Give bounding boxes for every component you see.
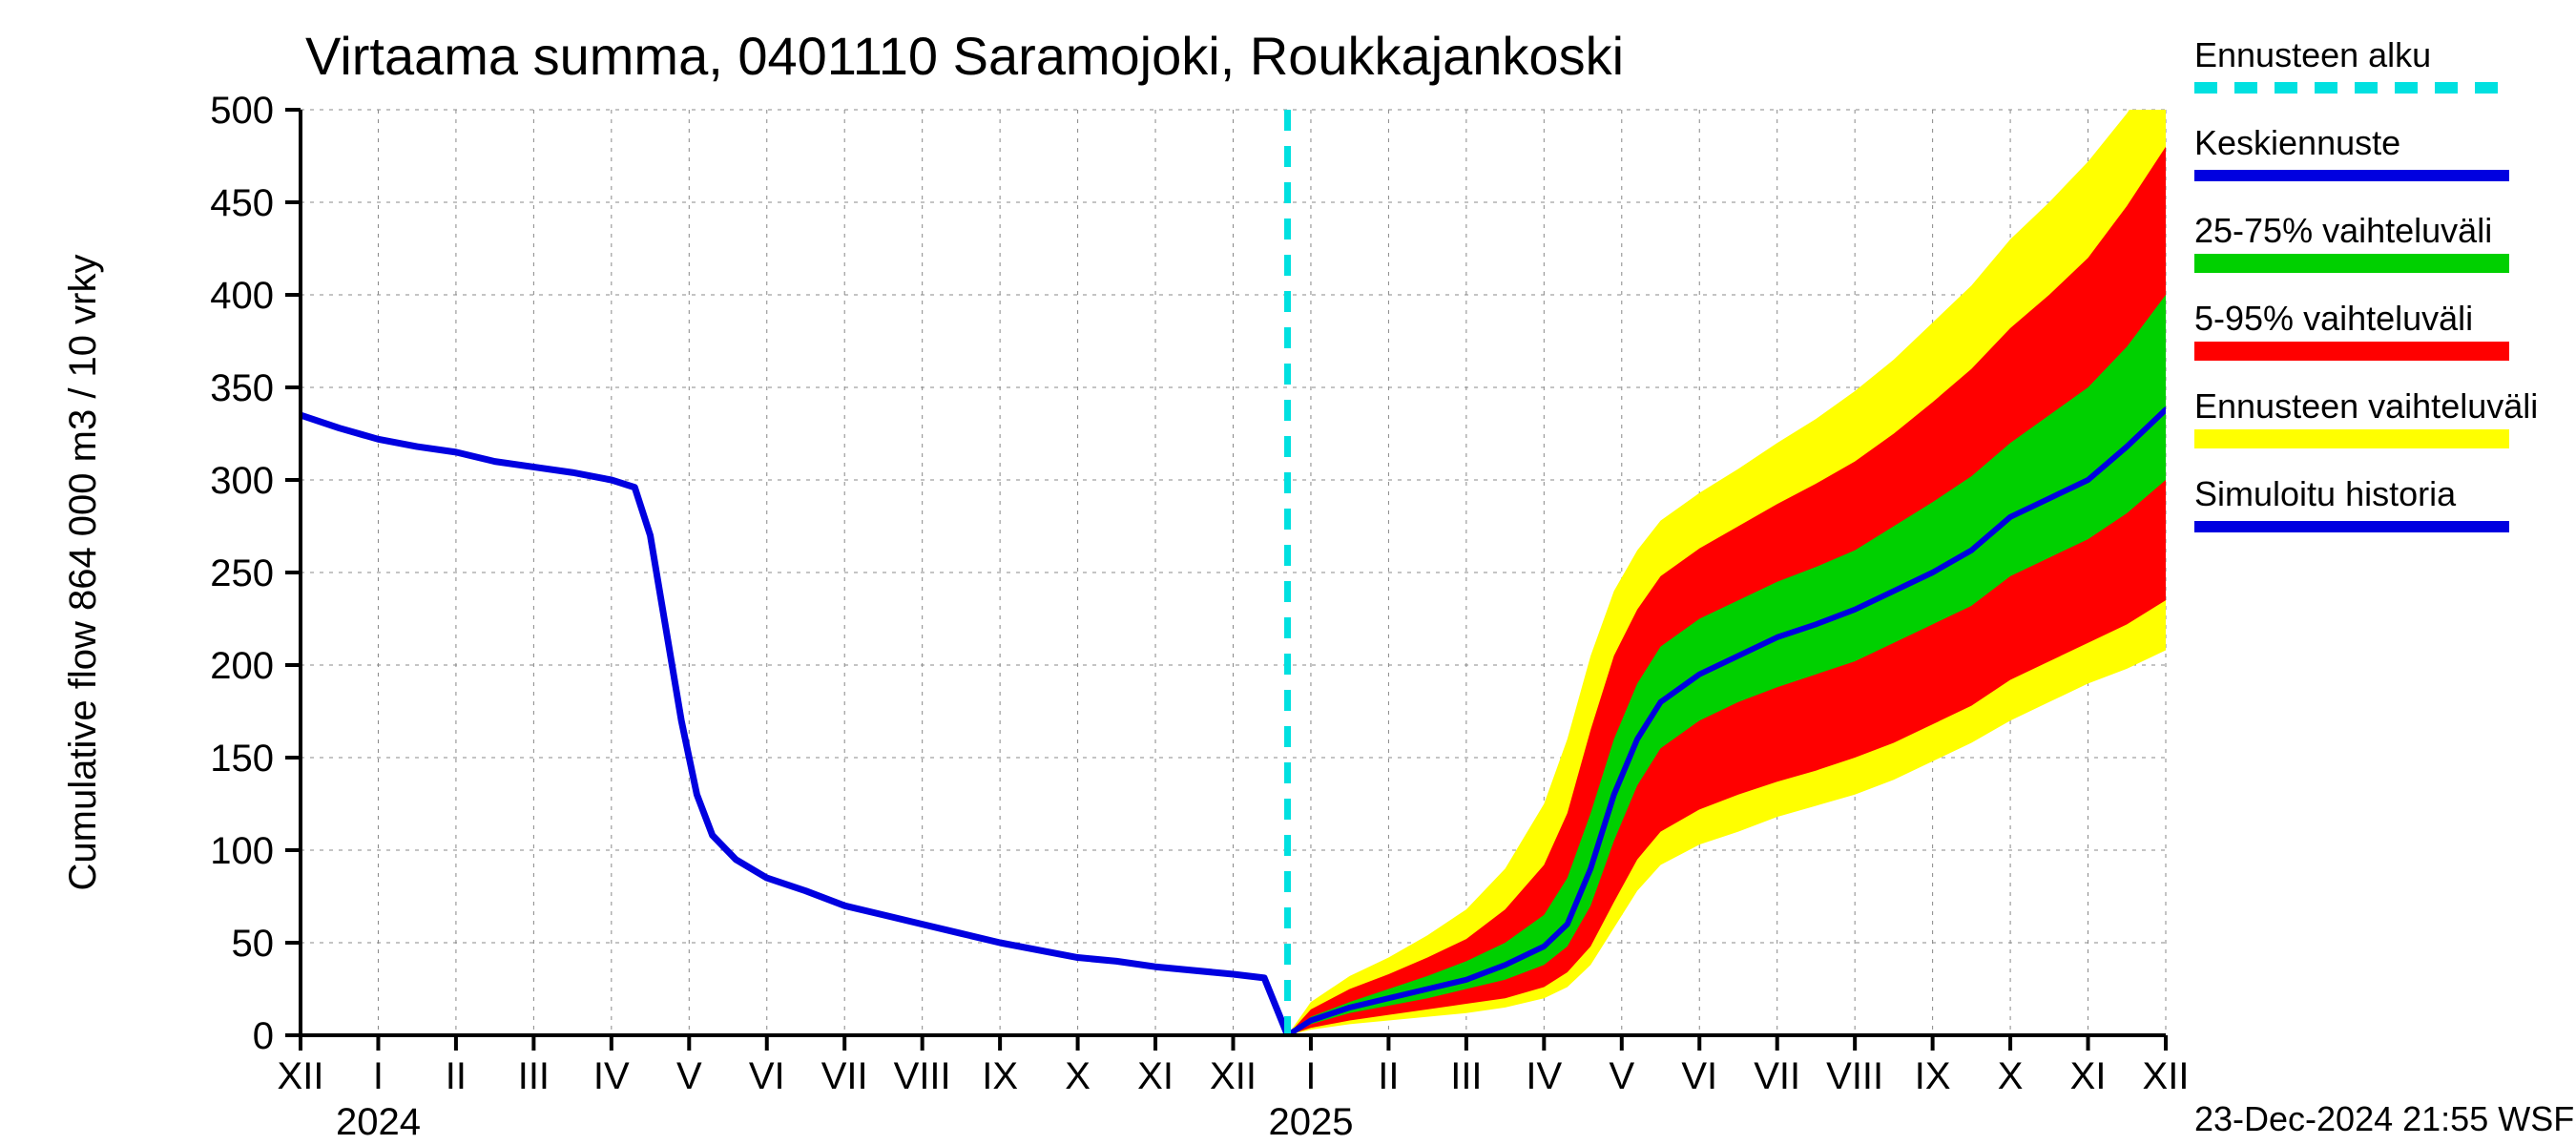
x-tick-label: VII [1754, 1055, 1800, 1097]
legend-swatch [2194, 254, 2509, 273]
y-tick-label: 150 [210, 738, 274, 780]
legend-swatch [2194, 429, 2509, 448]
forecast-bands [1288, 54, 2166, 1035]
x-tick-label: III [518, 1055, 550, 1097]
y-tick-label: 100 [210, 830, 274, 872]
y-tick-label: 50 [232, 923, 275, 965]
history-line [301, 415, 1288, 1035]
x-tick-label: XI [2070, 1055, 2107, 1097]
chart-svg: 050100150200250300350400450500XIIIIIIIII… [0, 0, 2576, 1145]
legend-label: Simuloitu historia [2194, 474, 2457, 513]
x-year-label: 2024 [336, 1101, 421, 1143]
x-year-label: 2025 [1268, 1101, 1353, 1143]
x-tick-label: V [676, 1055, 702, 1097]
y-tick-label: 400 [210, 275, 274, 317]
x-tick-label: I [1305, 1055, 1316, 1097]
legend-label: Ennusteen alku [2194, 35, 2431, 74]
x-tick-label: XII [278, 1055, 324, 1097]
x-tick-label: V [1609, 1055, 1634, 1097]
y-axis-label: Cumulative flow 864 000 m3 / 10 vrky [62, 255, 104, 891]
footer-timestamp: 23-Dec-2024 21:55 WSFS-O [2194, 1099, 2576, 1138]
x-tick-label: X [1998, 1055, 2024, 1097]
x-tick-label: VI [1681, 1055, 1717, 1097]
x-tick-label: XI [1137, 1055, 1174, 1097]
legend-label: Keskiennuste [2194, 123, 2400, 162]
x-tick-label: I [373, 1055, 384, 1097]
y-tick-label: 300 [210, 460, 274, 502]
x-tick-label: VII [821, 1055, 868, 1097]
y-tick-label: 450 [210, 182, 274, 224]
x-tick-label: IX [982, 1055, 1018, 1097]
x-tick-label: IV [593, 1055, 630, 1097]
y-tick-label: 500 [210, 90, 274, 132]
x-tick-label: VIII [894, 1055, 951, 1097]
x-tick-label: X [1065, 1055, 1091, 1097]
y-tick-label: 350 [210, 367, 274, 409]
legend-label: Ennusteen vaihteluväli [2194, 386, 2538, 426]
x-tick-label: IV [1526, 1055, 1562, 1097]
chart-title: Virtaama summa, 0401110 Saramojoki, Rouk… [305, 26, 1624, 86]
y-tick-label: 250 [210, 552, 274, 594]
x-tick-label: VI [749, 1055, 785, 1097]
x-tick-label: III [1450, 1055, 1482, 1097]
x-tick-label: XII [1210, 1055, 1257, 1097]
x-tick-label: II [446, 1055, 467, 1097]
legend: Ennusteen alku Keskiennuste 25-75% vaihtel… [2194, 35, 2538, 527]
x-tick-label: IX [1915, 1055, 1951, 1097]
legend-swatch [2194, 342, 2509, 361]
x-tick-label: II [1378, 1055, 1399, 1097]
legend-label: 25-75% vaihteluväli [2194, 211, 2492, 250]
chart-container: 050100150200250300350400450500XIIIIIIIII… [0, 0, 2576, 1145]
x-tick-label: VIII [1826, 1055, 1883, 1097]
y-tick-label: 200 [210, 645, 274, 687]
x-tick-label: XII [2143, 1055, 2190, 1097]
legend-label: 5-95% vaihteluväli [2194, 299, 2473, 338]
y-tick-label: 0 [253, 1015, 274, 1057]
